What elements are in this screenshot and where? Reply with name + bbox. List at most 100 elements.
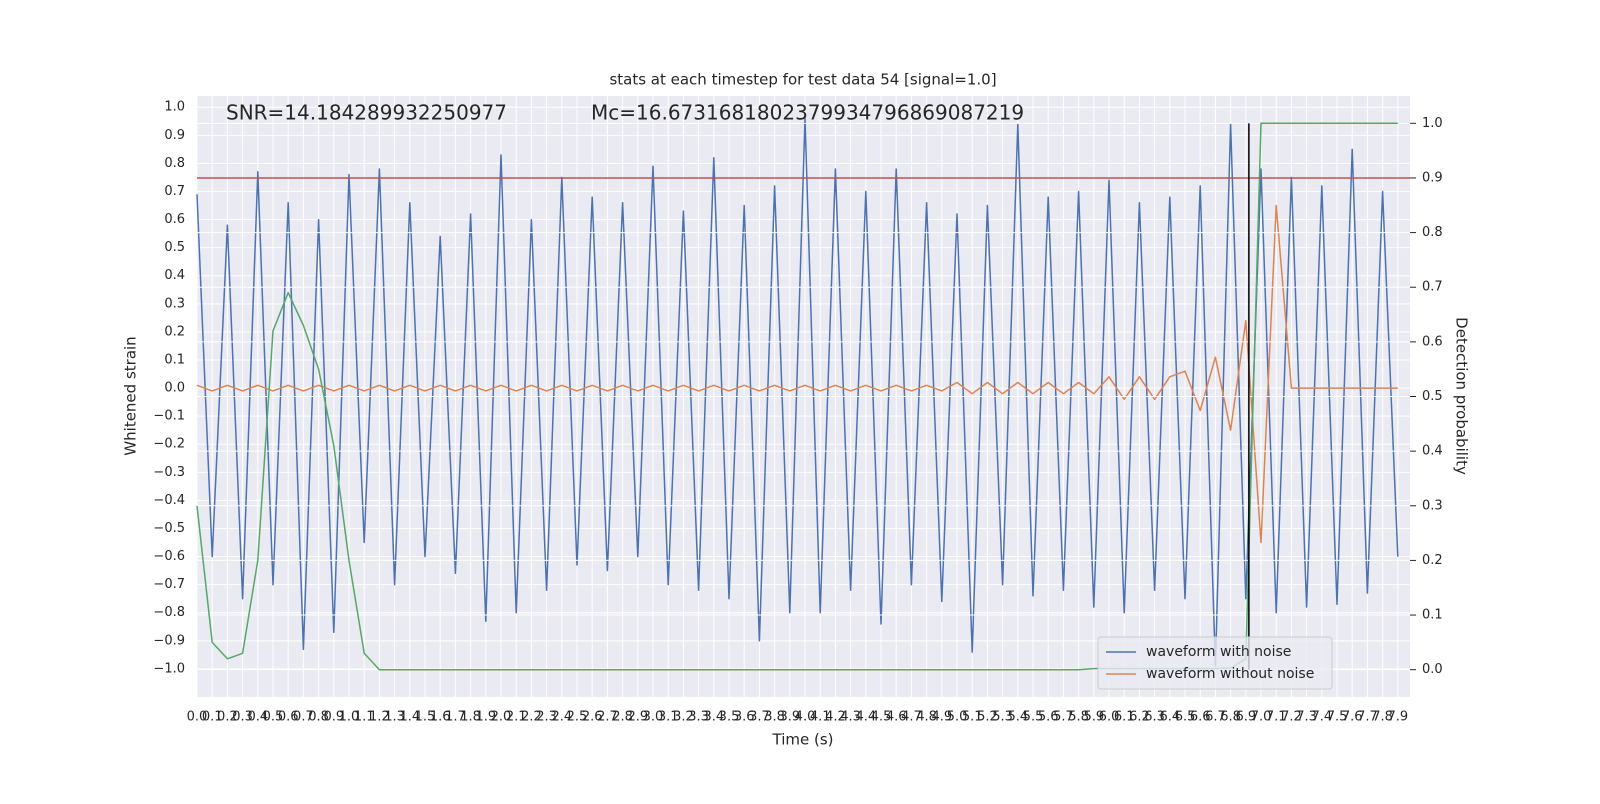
x-tick-label: 0.9 xyxy=(323,710,344,725)
x-tick-label: 1.0 xyxy=(339,710,360,725)
x-tick-label: 5.6 xyxy=(1038,710,1059,725)
y-tick-label: −0.4 xyxy=(153,493,185,508)
chart-title: stats at each timestep for test data 54 … xyxy=(609,71,996,89)
y2-tick-label: 0.6 xyxy=(1422,334,1443,349)
y2-tick-label: 0.3 xyxy=(1422,498,1443,513)
y-tick-label: −0.9 xyxy=(153,633,185,648)
x-tick-label: 4.6 xyxy=(886,710,907,725)
x-axis-label: Time (s) xyxy=(772,731,834,749)
y-tick-label: 0.5 xyxy=(164,240,185,255)
x-tick-label: 4.4 xyxy=(855,710,876,725)
y-tick-label: −0.8 xyxy=(153,605,185,620)
y2-tick-label: 0.1 xyxy=(1422,608,1443,623)
y-tick-label: −0.2 xyxy=(153,437,185,452)
x-tick-label: 3.2 xyxy=(673,710,694,725)
x-tick-label: 7.4 xyxy=(1311,710,1332,725)
series-line xyxy=(196,204,1398,544)
x-tick-label: 0.0 xyxy=(187,710,208,725)
annotation: Mc=16.6731681802379934796869087219 xyxy=(591,101,1024,125)
x-tick-label: 7.2 xyxy=(1281,710,1302,725)
x-tick-label: 6.2 xyxy=(1129,710,1150,725)
annotation: SNR=14.184289932250977 xyxy=(226,101,507,125)
x-tick-label: 1.2 xyxy=(369,710,390,725)
x-tick-label: 5.9 xyxy=(1083,710,1104,725)
y-tick-label: 0.0 xyxy=(164,381,185,396)
x-tick-label: 6.6 xyxy=(1190,710,1211,725)
x-tick-label: 3.4 xyxy=(703,710,724,725)
x-tick-label: 7.7 xyxy=(1357,710,1378,725)
x-tick-label: 5.5 xyxy=(1023,710,1044,725)
x-tick-label: 4.3 xyxy=(840,710,861,725)
x-tick-label: 7.6 xyxy=(1342,710,1363,725)
y2-tick-label: 0.8 xyxy=(1422,225,1443,240)
y-tick-label: 0.3 xyxy=(164,296,185,311)
x-tick-label: 2.0 xyxy=(491,710,512,725)
y2-tick-label: 0.0 xyxy=(1422,662,1443,677)
x-tick-label: 4.5 xyxy=(871,710,892,725)
x-tick-label: 5.7 xyxy=(1053,710,1074,725)
x-tick-label: 0.1 xyxy=(202,710,223,725)
x-tick-label: 6.0 xyxy=(1099,710,1120,725)
x-tick-label: 0.7 xyxy=(293,710,314,725)
x-tick-label: 0.2 xyxy=(217,710,238,725)
x-tick-label: 1.1 xyxy=(354,710,375,725)
legend-label: waveform without noise xyxy=(1146,666,1314,682)
x-tick-label: 5.2 xyxy=(977,710,998,725)
y-tick-label: 0.7 xyxy=(164,184,185,199)
x-tick-label: 0.5 xyxy=(263,710,284,725)
x-tick-label: 1.4 xyxy=(399,710,420,725)
y2-tick-label: 1.0 xyxy=(1422,116,1443,131)
x-tick-label: 1.8 xyxy=(460,710,481,725)
x-tick-label: 7.5 xyxy=(1327,710,1348,725)
x-tick-label: 6.9 xyxy=(1235,710,1256,725)
x-tick-label: 1.6 xyxy=(430,710,451,725)
y-tick-label: 0.1 xyxy=(164,352,185,367)
x-tick-label: 3.3 xyxy=(688,710,709,725)
x-tick-label: 5.0 xyxy=(947,710,968,725)
y-tick-label: 1.0 xyxy=(164,100,185,115)
x-tick-label: 1.3 xyxy=(384,710,405,725)
x-tick-label: 4.1 xyxy=(810,710,831,725)
x-tick-label: 3.6 xyxy=(734,710,755,725)
x-tick-label: 7.0 xyxy=(1251,710,1272,725)
x-tick-label: 4.8 xyxy=(916,710,937,725)
x-tick-label: 2.1 xyxy=(506,710,527,725)
x-tick-label: 3.0 xyxy=(643,710,664,725)
y-tick-label: 0.9 xyxy=(164,128,185,143)
y-tick-label: −0.6 xyxy=(153,549,185,564)
x-tick-label: 7.9 xyxy=(1387,710,1408,725)
x-tick-label: 0.8 xyxy=(308,710,329,725)
x-tick-label: 5.3 xyxy=(992,710,1013,725)
x-tick-label: 5.1 xyxy=(962,710,983,725)
y-tick-label: −0.3 xyxy=(153,465,185,480)
x-tick-label: 3.9 xyxy=(779,710,800,725)
x-tick-label: 0.4 xyxy=(247,710,268,725)
x-tick-label: 2.8 xyxy=(612,710,633,725)
y2-tick-label: 0.5 xyxy=(1422,389,1443,404)
legend-box xyxy=(1097,636,1333,690)
x-tick-label: 6.8 xyxy=(1220,710,1241,725)
y2-tick-label: 0.7 xyxy=(1422,280,1443,295)
y-axis-label: Whitened strain xyxy=(122,336,140,455)
y-tick-label: −0.5 xyxy=(153,521,185,536)
y2-tick-label: 0.9 xyxy=(1422,170,1443,185)
x-tick-label: 2.4 xyxy=(551,710,572,725)
y2-tick-label: 0.2 xyxy=(1422,553,1443,568)
x-tick-label: 1.7 xyxy=(445,710,466,725)
y-tick-label: −0.1 xyxy=(153,409,185,424)
x-tick-label: 2.2 xyxy=(521,710,542,725)
x-tick-label: 5.8 xyxy=(1068,710,1089,725)
x-tick-label: 7.3 xyxy=(1296,710,1317,725)
x-tick-label: 1.5 xyxy=(415,710,436,725)
x-tick-label: 4.2 xyxy=(825,710,846,725)
x-tick-label: 6.1 xyxy=(1114,710,1135,725)
y-tick-label: 0.4 xyxy=(164,268,185,283)
x-tick-label: 6.5 xyxy=(1175,710,1196,725)
x-tick-label: 2.9 xyxy=(627,710,648,725)
y-tick-label: 0.2 xyxy=(164,324,185,339)
x-tick-label: 4.7 xyxy=(901,710,922,725)
x-tick-label: 2.6 xyxy=(582,710,603,725)
x-tick-label: 3.8 xyxy=(764,710,785,725)
